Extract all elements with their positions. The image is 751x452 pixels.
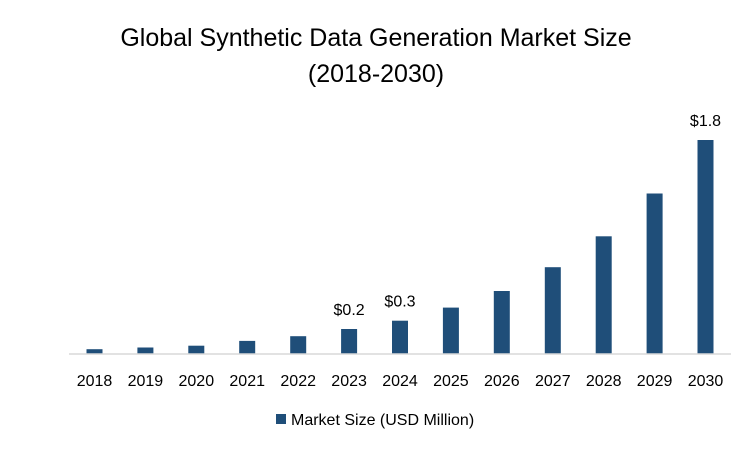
data-label-2030: $1.8 xyxy=(690,113,721,130)
x-tick-2024: 2024 xyxy=(382,373,418,390)
bar-2029 xyxy=(646,193,663,354)
bar-2021 xyxy=(239,340,256,354)
bar-2018 xyxy=(86,349,103,354)
bar-2022 xyxy=(290,336,307,354)
legend: Market Size (USD Million) xyxy=(276,412,474,429)
bar-2019 xyxy=(137,347,154,354)
bar-2020 xyxy=(188,345,205,354)
data-label-2023: $0.2 xyxy=(334,302,365,319)
bar-2024 xyxy=(392,320,408,354)
x-tick-2021: 2021 xyxy=(229,373,265,390)
x-tick-2028: 2028 xyxy=(586,373,622,390)
chart-title-line2: (2018-2030) xyxy=(308,60,444,88)
data-labels: $0.2 $0.3 $1.8 xyxy=(334,113,722,319)
x-tick-2019: 2019 xyxy=(128,373,164,390)
x-tick-2023: 2023 xyxy=(331,373,367,390)
legend-label: Market Size (USD Million) xyxy=(291,412,474,429)
x-tick-2026: 2026 xyxy=(484,373,520,390)
x-tick-2030: 2030 xyxy=(688,373,724,390)
bar-2023 xyxy=(341,329,358,354)
x-tick-2022: 2022 xyxy=(280,373,316,390)
chart-title-line1: Global Synthetic Data Generation Market … xyxy=(120,24,631,52)
bar-2028 xyxy=(595,236,612,354)
legend-swatch xyxy=(276,414,286,424)
bars-layer xyxy=(86,140,714,354)
x-tick-2018: 2018 xyxy=(77,373,113,390)
x-tick-2020: 2020 xyxy=(179,373,215,390)
x-tick-labels: 2018 2019 2020 2021 2022 2023 2024 2025 2026 2027… xyxy=(77,373,724,390)
x-tick-2029: 2029 xyxy=(637,373,673,390)
x-tick-2025: 2025 xyxy=(433,373,469,390)
data-label-2024: $0.3 xyxy=(384,294,415,311)
bar-2030 xyxy=(697,140,714,354)
bar-2025 xyxy=(442,307,459,354)
bar-2027 xyxy=(544,267,561,354)
bar-2026 xyxy=(493,291,510,354)
x-tick-2027: 2027 xyxy=(535,373,571,390)
